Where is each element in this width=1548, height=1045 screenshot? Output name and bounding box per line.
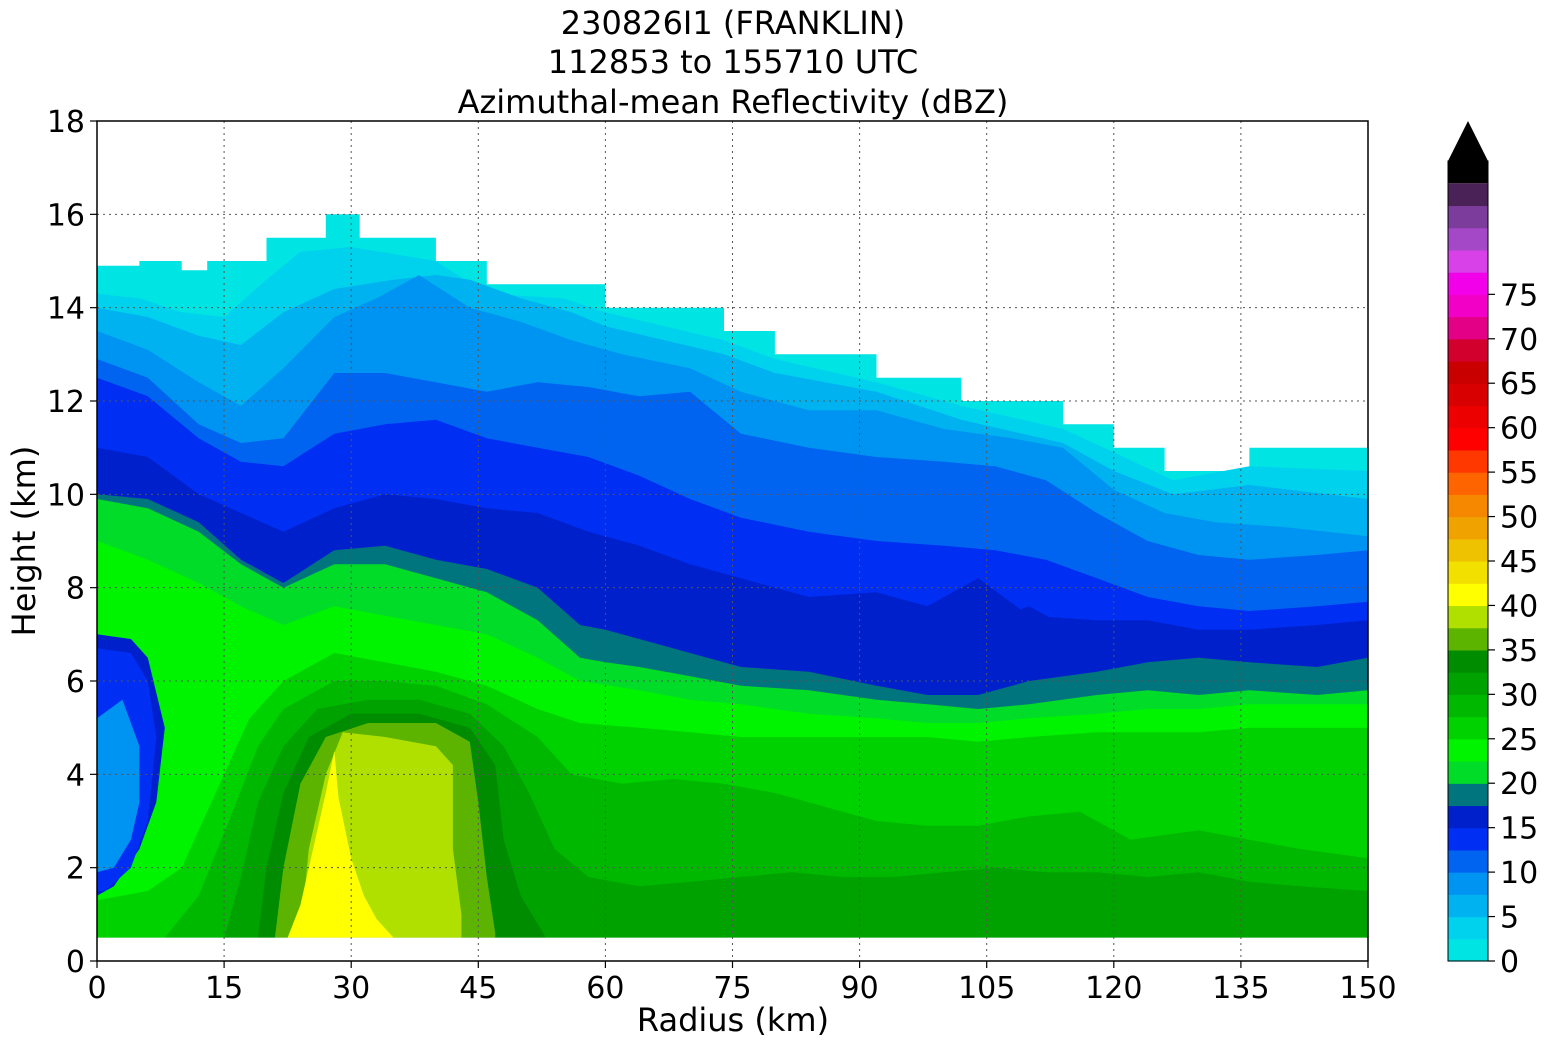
colorbar-segment (1448, 561, 1488, 584)
colorbar-segment (1448, 272, 1488, 295)
colorbar-tick-label: 70 (1500, 323, 1538, 358)
colorbar-tick-label: 75 (1500, 278, 1538, 313)
y-axis-label: Height (km) (5, 446, 43, 637)
colorbar-segment (1448, 805, 1488, 829)
colorbar-tick-label: 10 (1500, 856, 1538, 891)
colorbar-segment (1448, 472, 1488, 495)
colorbar-segment (1448, 405, 1488, 429)
colorbar-segment (1448, 449, 1488, 473)
colorbar-segment (1448, 316, 1488, 340)
x-tick-label: 105 (958, 971, 1015, 1006)
colorbar-segment (1448, 694, 1488, 718)
y-tick-label: 12 (47, 385, 85, 420)
y-axis: 0 2 4 6 8 10 12 14 16 18 (47, 105, 97, 980)
colorbar-segment (1448, 227, 1488, 251)
colorbar-tick-label: 65 (1500, 367, 1538, 402)
eye-region-inner (97, 699, 140, 873)
y-tick-label: 0 (66, 945, 85, 980)
y-tick-label: 18 (47, 105, 85, 140)
colorbar-tick-label: 30 (1500, 678, 1538, 713)
colorbar-segment (1448, 872, 1488, 895)
x-axis-label: Radius (km) (637, 1001, 829, 1039)
colorbar-segment (1448, 761, 1488, 784)
colorbar-segment (1448, 427, 1488, 451)
x-tick-label: 150 (1339, 971, 1396, 1006)
colorbar-segment (1448, 183, 1488, 207)
colorbar-segment (1448, 494, 1488, 518)
x-tick-label: 90 (841, 971, 879, 1006)
colorbar-segment (1448, 538, 1488, 562)
chart-title-line-3: Azimuthal-mean Reflectivity (dBZ) (457, 83, 1009, 121)
x-axis: 0 15 30 45 60 75 90 105 120 135 150 (87, 961, 1397, 1006)
colorbar-segment (1448, 205, 1488, 229)
colorbar-segment (1448, 627, 1488, 651)
x-tick-label: 0 (87, 971, 106, 1006)
y-tick-label: 16 (47, 198, 85, 233)
colorbar-segment (1448, 605, 1488, 629)
x-tick-label: 75 (713, 971, 751, 1006)
colorbar-tick-label: 35 (1500, 634, 1538, 669)
colorbar-segment (1448, 383, 1488, 407)
colorbar-segment (1448, 361, 1488, 384)
colorbar-segment (1448, 294, 1488, 318)
colorbar-tick-label: 0 (1500, 945, 1519, 980)
colorbar-segment (1448, 516, 1488, 540)
mid-level-tongue (902, 606, 1080, 681)
colorbar-segment (1448, 672, 1488, 695)
y-tick-label: 4 (66, 758, 85, 793)
colorbar-tick-label: 60 (1500, 412, 1538, 447)
colorbar-segment (1448, 916, 1488, 940)
chart-title-line-2: 112853 to 155710 UTC (547, 43, 919, 81)
colorbar-segment (1448, 738, 1488, 762)
colorbar-tick-label: 45 (1500, 545, 1538, 580)
x-tick-label: 135 (1212, 971, 1269, 1006)
colorbar-segment (1448, 716, 1488, 740)
y-tick-label: 14 (47, 292, 85, 327)
colorbar-segment (1448, 161, 1488, 184)
colorbar-segment (1448, 849, 1488, 873)
colorbar: 0 5 10 15 20 25 30 35 40 45 50 55 60 65 70 75 (1447, 121, 1538, 980)
colorbar-tick-label: 25 (1500, 723, 1538, 758)
y-tick-label: 8 (66, 572, 85, 607)
y-tick-label: 6 (66, 665, 85, 700)
colorbar-segment (1448, 783, 1488, 807)
colorbar-segment (1448, 649, 1488, 673)
x-tick-label: 15 (205, 971, 243, 1006)
chart-title-line-1: 230826I1 (FRANKLIN) (560, 4, 906, 42)
colorbar-segment (1448, 938, 1488, 962)
contour-level-37-5 (287, 751, 394, 938)
colorbar-tick-label: 50 (1500, 501, 1538, 536)
colorbar-segment (1448, 894, 1488, 918)
colorbar-segment (1448, 338, 1488, 362)
x-tick-label: 30 (332, 971, 370, 1006)
colorbar-segment (1448, 583, 1488, 607)
y-tick-label: 10 (47, 478, 85, 513)
x-tick-label: 120 (1085, 971, 1142, 1006)
grid-lines (97, 121, 1368, 961)
colorbar-tick-label: 40 (1500, 589, 1538, 624)
colorbar-tick-label: 15 (1500, 812, 1538, 847)
colorbar-extend-arrow (1448, 121, 1488, 161)
colorbar-tick-label: 55 (1500, 456, 1538, 491)
colorbar-segment (1448, 827, 1488, 851)
x-tick-label: 60 (586, 971, 624, 1006)
x-tick-label: 45 (459, 971, 497, 1006)
colorbar-tick-label: 20 (1500, 767, 1538, 802)
y-tick-label: 2 (66, 852, 85, 887)
colorbar-segment (1448, 249, 1488, 273)
colorbar-tick-label: 5 (1500, 901, 1519, 936)
